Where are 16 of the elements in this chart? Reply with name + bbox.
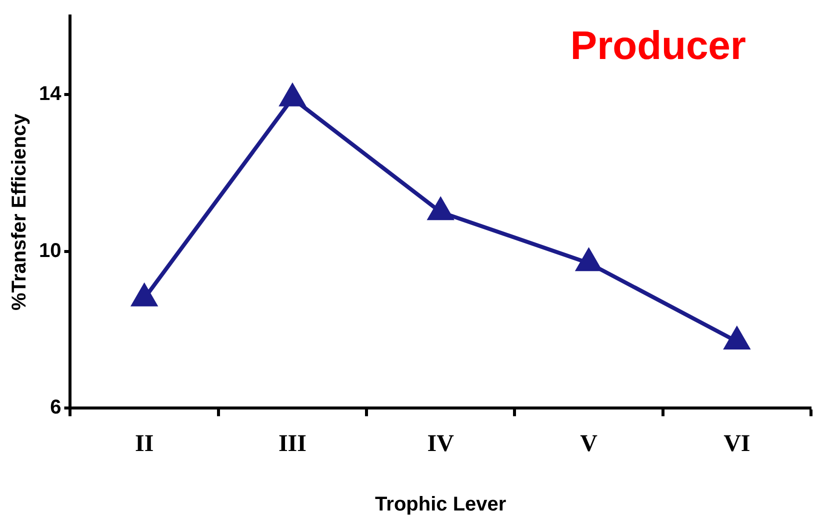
point <box>132 284 157 306</box>
x-tick-label: IV <box>427 430 455 457</box>
x-tick-label: II <box>134 430 154 457</box>
x-axis-title: Trophic Lever <box>375 494 506 516</box>
y-tick-label: 14 <box>38 82 62 105</box>
point <box>724 328 750 350</box>
x-tick-label: V <box>580 430 598 457</box>
point <box>280 84 305 106</box>
y-tick-label: 10 <box>38 240 62 262</box>
x-tick-label: III <box>278 430 306 457</box>
chart-title: Producer <box>570 24 746 68</box>
y-tick-label: 6 <box>50 396 62 419</box>
point <box>576 249 602 272</box>
y-axis-title: %Transfer Efficiency <box>8 112 31 310</box>
x-tick-label: VI <box>724 430 750 457</box>
point <box>428 198 454 220</box>
